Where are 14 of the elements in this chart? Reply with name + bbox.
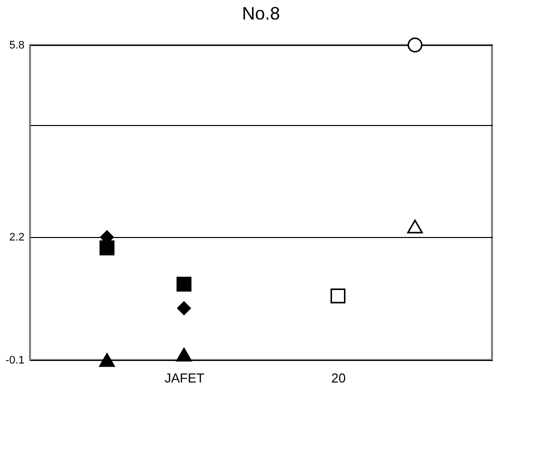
point: [330, 288, 346, 304]
point: [99, 353, 115, 367]
y-tick-label: 2.2: [9, 232, 24, 244]
x-tick-label: JAFET: [164, 370, 204, 386]
y-tick-label: 5.8: [9, 40, 24, 52]
chart-title: No.8: [242, 3, 280, 24]
y-tick-label: -0.1: [6, 354, 24, 366]
point: [408, 38, 422, 52]
point: [100, 240, 114, 256]
x-tick-label: 20: [331, 370, 346, 386]
point: [176, 348, 192, 362]
point: [176, 276, 192, 292]
point: [177, 301, 191, 316]
point: [407, 220, 423, 234]
